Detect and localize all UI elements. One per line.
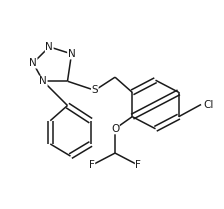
Text: N: N: [68, 49, 75, 59]
Text: Cl: Cl: [203, 99, 213, 110]
Text: S: S: [91, 85, 98, 95]
Text: O: O: [111, 124, 119, 134]
Text: N: N: [39, 76, 47, 86]
Text: F: F: [135, 160, 141, 170]
Text: N: N: [29, 58, 37, 68]
Text: F: F: [89, 160, 95, 170]
Text: N: N: [45, 42, 53, 52]
